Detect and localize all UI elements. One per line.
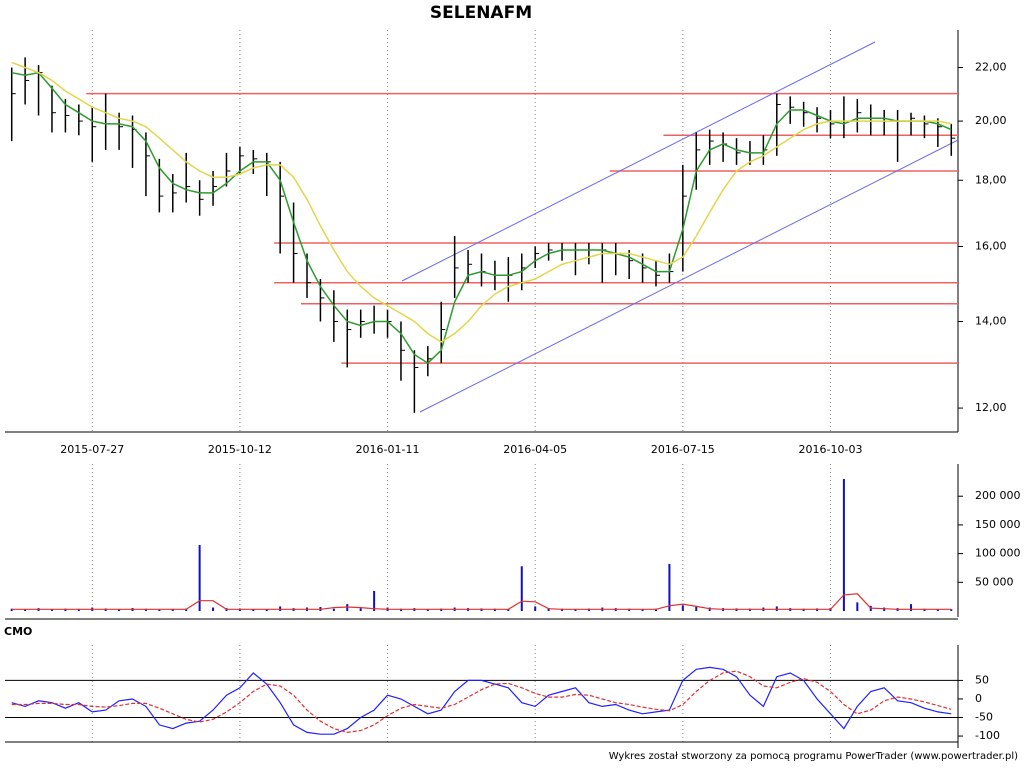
y-tick-label: 50 <box>975 673 989 686</box>
volume-bar <box>77 608 80 611</box>
volume-bar <box>171 608 174 611</box>
volume-bar <box>507 608 510 611</box>
volume-bar <box>574 608 577 611</box>
volume-bar <box>641 608 644 611</box>
footer: Wykres został stworzony za pomocą progra… <box>609 751 1018 762</box>
moving-average <box>11 71 952 365</box>
volume-bar <box>695 606 698 611</box>
y-tick-label: 16,00 <box>975 239 1007 252</box>
volume-bar <box>198 545 201 611</box>
volume-bar <box>24 608 27 611</box>
x-tick-label: 2016-01-11 <box>356 443 420 456</box>
y-tick-label: 200 000 <box>975 489 1021 502</box>
volume-bar <box>359 608 362 611</box>
y-tick-label: 0 <box>975 692 982 705</box>
volume-bar <box>332 608 335 611</box>
trend-channel <box>419 139 959 413</box>
y-tick-label: 100 000 <box>975 547 1021 560</box>
y-tick-label: 20,00 <box>975 114 1007 127</box>
volume-bar <box>520 566 523 611</box>
volume-bar <box>426 608 429 611</box>
trend-channel <box>401 41 876 282</box>
volume-bar <box>681 605 684 611</box>
y-tick-label: 50 000 <box>975 575 1014 588</box>
cmo-line <box>11 666 952 735</box>
volume-bar <box>936 608 939 611</box>
volume-bar <box>158 608 161 611</box>
volume-bar <box>547 608 550 611</box>
volume-bar <box>842 479 845 611</box>
y-tick-label: 12,00 <box>975 401 1007 414</box>
x-tick-label: 2016-10-03 <box>799 443 863 456</box>
y-tick-label: 14,00 <box>975 314 1007 327</box>
volume-bar <box>212 607 215 611</box>
x-tick-label: 2016-07-15 <box>651 443 715 456</box>
y-tick-label: 150 000 <box>975 518 1021 531</box>
volume-bar <box>534 606 537 611</box>
volume-bar <box>856 602 859 611</box>
x-tick-label: 2015-10-12 <box>208 443 272 456</box>
volume-bar <box>50 609 53 611</box>
moving-average <box>11 61 952 343</box>
y-tick-label: -50 <box>975 711 993 724</box>
y-tick-label: -100 <box>975 729 1000 742</box>
x-tick-label: 2016-04-05 <box>503 443 567 456</box>
panel-title: CMO <box>4 625 32 638</box>
volume-bar <box>118 609 121 611</box>
cmo-line <box>11 670 952 734</box>
y-tick-label: 22,00 <box>975 61 1007 74</box>
volume-bar <box>252 608 255 611</box>
y-tick-label: 18,00 <box>975 173 1007 186</box>
chart-title: SELENAFM <box>430 3 532 23</box>
volume-bar <box>950 609 953 611</box>
volume-bar <box>265 609 268 611</box>
volume-bar <box>910 604 913 611</box>
x-tick-label: 2015-07-27 <box>60 443 124 456</box>
volume-bar <box>373 590 376 611</box>
volume-bar <box>668 563 671 611</box>
volume-average <box>11 593 952 610</box>
